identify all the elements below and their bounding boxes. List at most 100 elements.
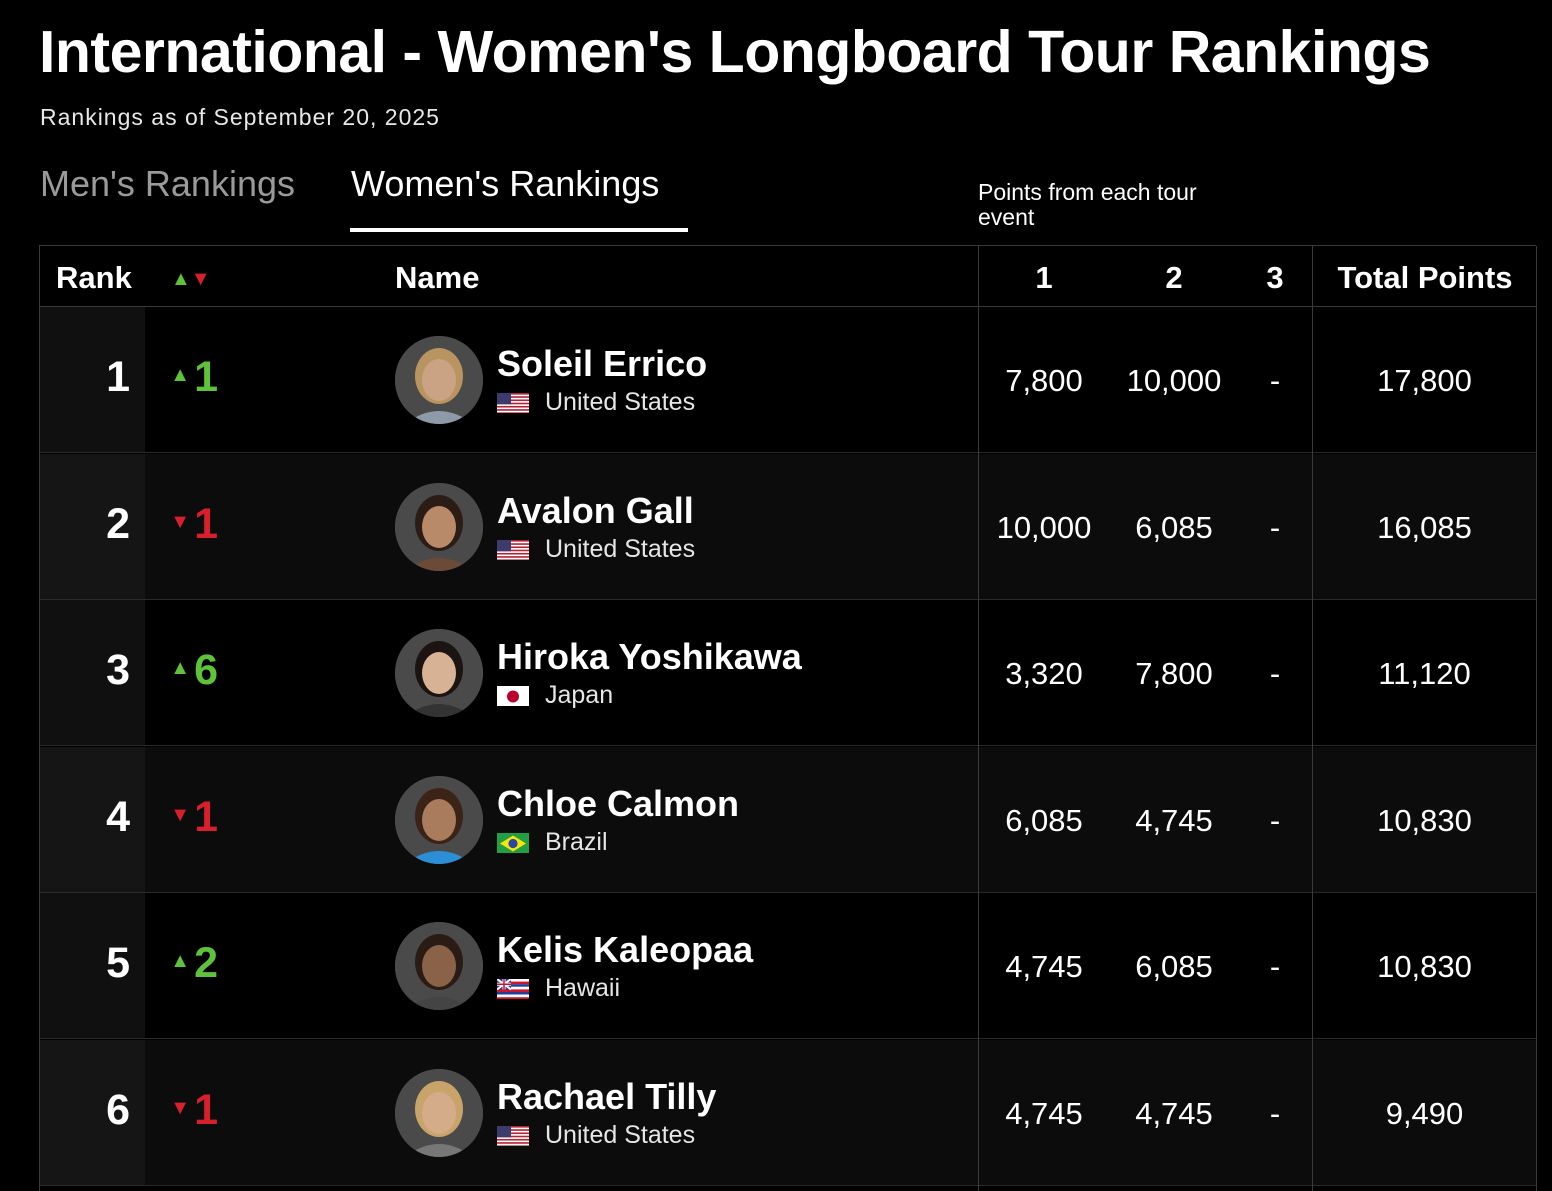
active-tab-indicator: [350, 228, 688, 232]
country-name: Hawaii: [545, 974, 621, 1002]
event-1-points: 7,800: [1005, 363, 1083, 398]
flag-hi-icon: [497, 978, 529, 999]
rank-number: 1: [106, 353, 130, 401]
arrow-down-icon: ▼: [170, 1096, 191, 1119]
avatar[interactable]: [395, 1068, 483, 1157]
country-name: United States: [545, 534, 696, 563]
rank-number: 2: [106, 499, 130, 548]
event-3-points: -: [1269, 656, 1281, 691]
header-rank[interactable]: Rank: [56, 260, 132, 295]
rank-movement: ▲2: [150, 939, 218, 988]
flag-jp-icon: [497, 685, 529, 706]
rank-movement: ▼1: [150, 793, 218, 842]
tab-mens-rankings[interactable]: Men's Rankings: [40, 163, 295, 204]
event-3-points: -: [1269, 949, 1281, 984]
athlete-name[interactable]: Avalon Gall: [497, 489, 694, 531]
total-points: 11,120: [1378, 656, 1471, 691]
event-2-points: 4,745: [1135, 1095, 1213, 1131]
country-name: Japan: [545, 681, 614, 709]
table-row[interactable]: 3 ▲6 Hiroka Yoshikawa Japan 3,320 7,800 - 11,12…: [40, 600, 1537, 746]
page-title: International - Women's Longboard Tour R…: [39, 19, 1431, 85]
rank-movement: ▼1: [150, 500, 218, 549]
event-2-points: 6,085: [1135, 509, 1213, 545]
athlete-name[interactable]: Chloe Calmon: [497, 782, 740, 824]
event-3-points: -: [1269, 509, 1281, 545]
arrow-up-icon: ▲: [171, 268, 191, 290]
athlete-country: United States: [497, 388, 695, 417]
athlete-name[interactable]: Kelis Kaleopaa: [497, 929, 754, 970]
arrow-up-icon: ▲: [170, 657, 191, 680]
tab-womens-rankings[interactable]: Women's Rankings: [351, 163, 660, 204]
country-name: United States: [545, 1120, 696, 1149]
athlete-name[interactable]: Hiroka Yoshikawa: [497, 636, 802, 677]
country-name: United States: [545, 388, 696, 416]
avatar[interactable]: [395, 629, 483, 717]
event-3-points: -: [1269, 363, 1281, 398]
avatar[interactable]: [395, 775, 483, 864]
divider: [1536, 246, 1537, 1191]
athlete-country: Brazil: [497, 828, 608, 857]
avatar[interactable]: [395, 482, 483, 571]
total-points: 16,085: [1377, 509, 1472, 545]
total-points: 10,830: [1377, 802, 1472, 838]
points-note: Points from each tour event: [978, 179, 1197, 230]
header-event-2[interactable]: 2: [1165, 260, 1183, 295]
rank-cell: [40, 600, 145, 745]
athlete-country: Japan: [497, 681, 613, 710]
rank-cell: [40, 453, 145, 599]
movement-value: 1: [194, 353, 218, 401]
rank-number: 5: [106, 939, 130, 987]
arrow-down-icon: ▼: [170, 803, 191, 826]
total-points: 9,490: [1385, 1095, 1464, 1131]
table-header: Rank ▲▼ Name 1 2 3 Total Points: [40, 246, 1537, 307]
rank-movement: ▲6: [150, 646, 218, 695]
rank-cell: [40, 307, 145, 452]
header-movement[interactable]: ▲▼: [171, 268, 211, 291]
total-points: 10,830: [1377, 949, 1472, 984]
movement-value: 1: [194, 499, 218, 548]
rank-number: 4: [106, 792, 130, 841]
flag-us-icon: [497, 392, 529, 413]
divider: [978, 246, 979, 1191]
event-1-points: 10,000: [996, 509, 1092, 545]
event-1-points: 3,320: [1005, 656, 1083, 691]
event-3-points: -: [1269, 802, 1281, 838]
event-1-points: 6,085: [1005, 802, 1083, 838]
arrow-down-icon: ▼: [190, 268, 211, 290]
arrow-up-icon: ▲: [170, 950, 191, 973]
avatar[interactable]: [395, 336, 483, 424]
total-points: 17,800: [1377, 363, 1472, 398]
event-2-points: 7,800: [1135, 656, 1213, 691]
rank-movement: ▲1: [150, 353, 218, 402]
flag-br-icon: [497, 832, 529, 853]
table-row[interactable]: 2 ▼1 Avalon Gall United States 10,000 6,085 - 1…: [40, 453, 1537, 600]
rankings-table: Rank ▲▼ Name 1 2 3 Total Points 1 ▲1 Solei…: [39, 245, 1537, 1191]
athlete-country: United States: [497, 1121, 695, 1150]
table-row[interactable]: 1 ▲1 Soleil Errico United States 7,800 10,000…: [40, 307, 1537, 453]
rank-cell: [40, 1039, 145, 1185]
header-event-1[interactable]: 1: [1035, 260, 1053, 295]
movement-value: 2: [194, 939, 218, 987]
rank-cell: [40, 746, 145, 892]
movement-value: 1: [194, 792, 218, 841]
header-total-points[interactable]: Total Points: [1337, 260, 1513, 295]
table-row[interactable]: 4 ▼1 Chloe Calmon Brazil 6,085 4,745 - 10,830: [40, 746, 1537, 893]
header-name[interactable]: Name: [395, 260, 480, 295]
athlete-name[interactable]: Soleil Errico: [497, 343, 708, 384]
table-row[interactable]: 5 ▲2 Kelis Kaleopaa Hawaii 4,745 6,085 - 10,830: [40, 893, 1537, 1039]
flag-us-icon: [497, 539, 529, 560]
rank-cell: [40, 893, 145, 1038]
event-1-points: 4,745: [1005, 1095, 1083, 1131]
rankings-date: Rankings as of September 20, 2025: [40, 104, 440, 130]
event-2-points: 10,000: [1126, 363, 1222, 398]
athlete-country: Hawaii: [497, 974, 620, 1003]
arrow-down-icon: ▼: [170, 510, 191, 533]
athlete-name[interactable]: Rachael Tilly: [497, 1075, 717, 1117]
country-name: Brazil: [545, 827, 608, 856]
event-3-points: -: [1269, 1095, 1281, 1131]
header-event-3[interactable]: 3: [1266, 260, 1284, 295]
table-row[interactable]: 6 ▼1 Rachael Tilly United States 4,745 4,745 -…: [40, 1039, 1537, 1186]
event-2-points: 6,085: [1135, 949, 1213, 984]
avatar[interactable]: [395, 922, 483, 1010]
event-2-points: 4,745: [1135, 802, 1213, 838]
